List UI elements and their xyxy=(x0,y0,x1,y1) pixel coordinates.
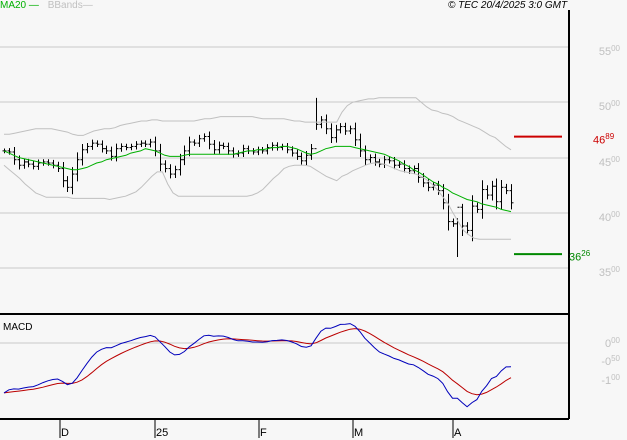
y-axis-label: 5000 xyxy=(598,99,620,113)
y-axis-label: 5500 xyxy=(598,44,620,58)
macd-line xyxy=(3,323,512,408)
x-axis-label: M xyxy=(354,427,364,439)
y-axis-label: -050 xyxy=(601,354,620,368)
chart-legend: MA20 — BBands— xyxy=(0,0,93,12)
ma20-line xyxy=(3,145,512,213)
x-axis-label: D xyxy=(61,427,69,439)
y-axis-label: 3500 xyxy=(598,265,620,279)
bband-lower-line xyxy=(3,162,511,240)
y-axis-label: 4000 xyxy=(598,210,620,224)
bband-upper-line xyxy=(4,97,512,151)
macd-signal-line xyxy=(3,328,512,396)
macd-panel-title: MACD xyxy=(3,322,33,333)
legend-ma20: MA20 xyxy=(0,0,27,11)
legend-bbands-swatch: — xyxy=(82,0,93,11)
support-label: 3626 xyxy=(569,249,591,264)
x-axis-label: 25 xyxy=(156,427,169,439)
y-axis-label: 4500 xyxy=(598,155,620,169)
x-axis-label: F xyxy=(260,427,267,439)
legend-bbands: BBands xyxy=(47,0,83,11)
y-axis-label: 000 xyxy=(604,336,620,350)
resistance-label: 4689 xyxy=(593,131,615,147)
legend-ma20-swatch: — xyxy=(26,0,39,11)
x-axis-label: A xyxy=(454,427,462,439)
copyright-timestamp: © TEC 20/4/2025 3:0 GMT xyxy=(448,0,568,11)
y-axis-label: -100 xyxy=(601,373,620,387)
